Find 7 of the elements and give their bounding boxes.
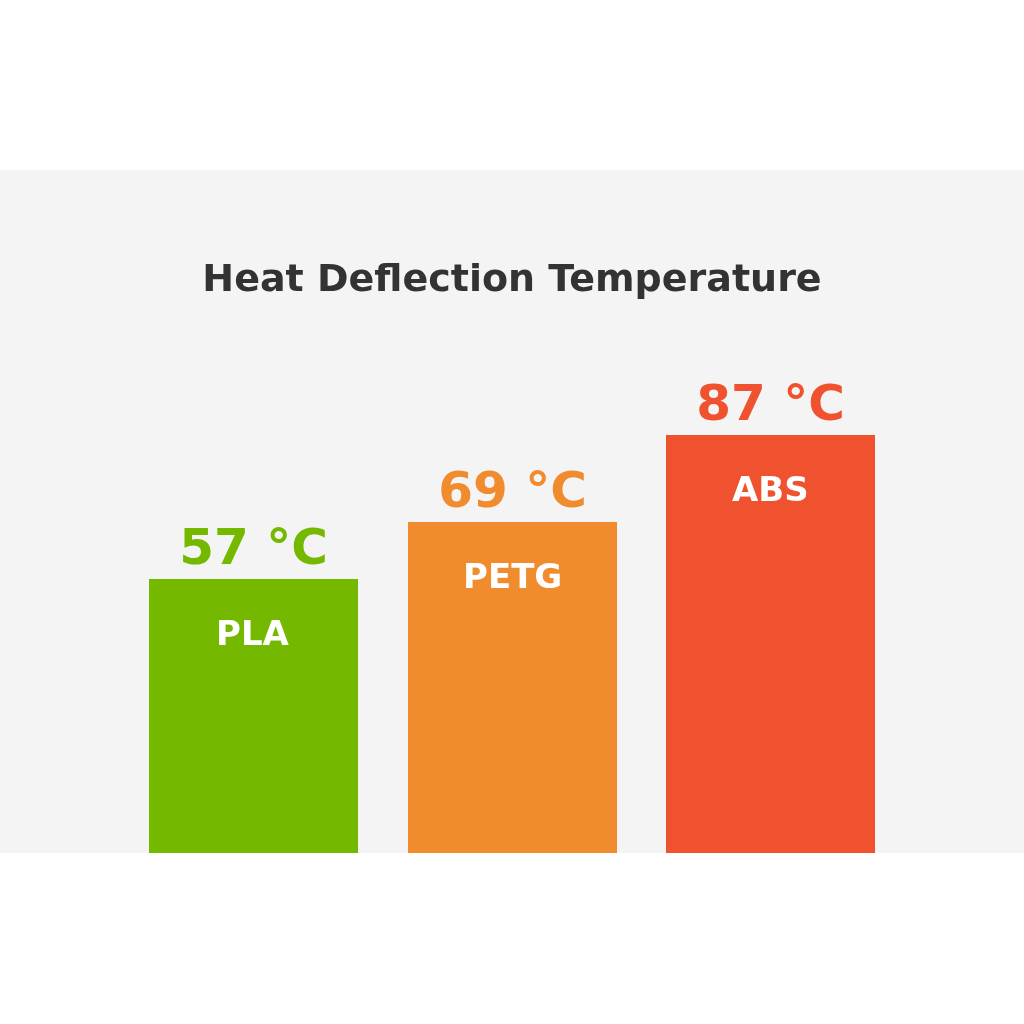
x-tick-label: PETG	[463, 556, 563, 596]
data-label: 69 °C	[438, 461, 587, 519]
x-tick-label: PLA	[216, 613, 290, 653]
data-label: 57 °C	[179, 518, 328, 576]
x-tick-label: ABS	[732, 469, 809, 509]
chart-title: Heat Deflection Temperature	[202, 256, 822, 301]
data-label: 87 °C	[696, 374, 845, 432]
